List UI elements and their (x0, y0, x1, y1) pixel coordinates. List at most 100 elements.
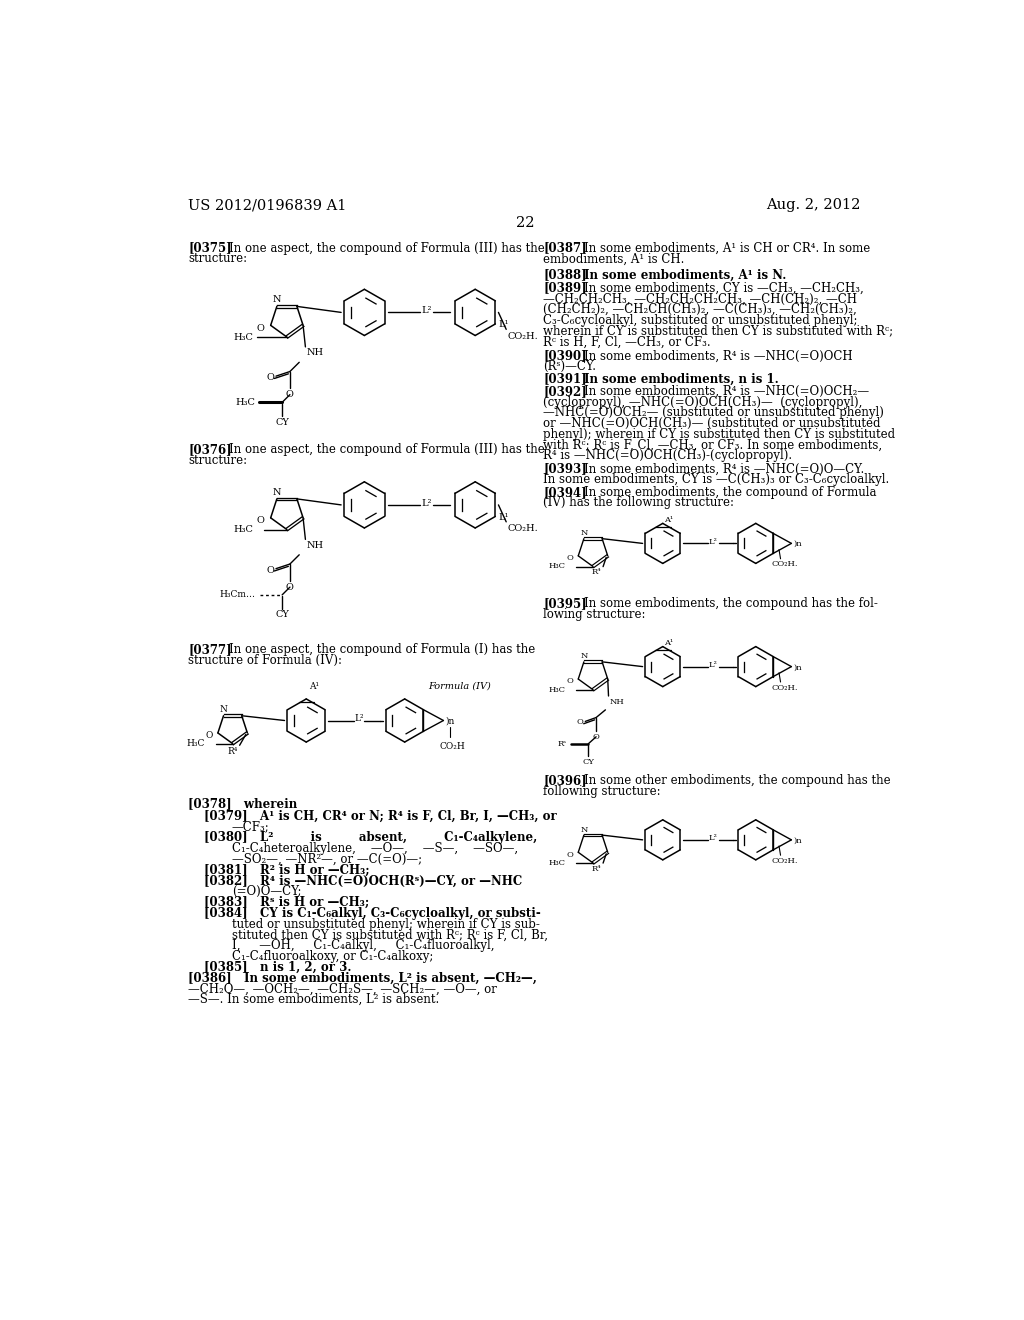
Text: L¹: L¹ (499, 321, 509, 329)
Text: [0376]: [0376] (188, 444, 232, 457)
Text: CO₂H.: CO₂H. (771, 561, 798, 569)
Text: In some embodiments, R⁴ is —NHC(=O)O—CY.: In some embodiments, R⁴ is —NHC(=O)O—CY. (584, 462, 864, 475)
Text: )n: )n (793, 837, 802, 845)
Text: with Rᶜ; Rᶜ is F, Cl, —CH₃, or CF₃. In some embodiments,: with Rᶜ; Rᶜ is F, Cl, —CH₃, or CF₃. In s… (544, 438, 883, 451)
Text: —CH₂O—, —OCH₂—, —CH₂S—, —SCH₂—, —O—, or: —CH₂O—, —OCH₂—, —CH₂S—, —SCH₂—, —O—, or (188, 982, 498, 995)
Text: 22: 22 (515, 216, 535, 230)
Text: [0395]: [0395] (544, 598, 587, 610)
Text: In some embodiments, the compound of Formula: In some embodiments, the compound of For… (584, 486, 877, 499)
Text: N: N (581, 825, 588, 833)
Text: R⁴: R⁴ (592, 568, 601, 576)
Text: L²: L² (709, 537, 718, 546)
Text: N: N (272, 296, 282, 304)
Text: H₃Cm…: H₃Cm… (219, 590, 255, 599)
Text: [0396]: [0396] (544, 775, 587, 788)
Text: —SO₂—, —NR²—, or —C(=O)—;: —SO₂—, —NR²—, or —C(=O)—; (231, 853, 422, 866)
Text: Formula (IV): Formula (IV) (428, 682, 490, 690)
Text: [0388]: [0388] (544, 268, 587, 281)
Text: In some embodiments, CY is —C(CH₃)₃ or C₃-C₆cycloalkyl.: In some embodiments, CY is —C(CH₃)₃ or C… (544, 474, 890, 486)
Text: (Rˢ)—CY.: (Rˢ)—CY. (544, 360, 596, 374)
Text: phenyl); wherein if CY is substituted then CY is substituted: phenyl); wherein if CY is substituted th… (544, 428, 896, 441)
Text: [0386]   In some embodiments, L² is absent, —CH₂—,: [0386] In some embodiments, L² is absent… (188, 972, 538, 985)
Text: O: O (266, 374, 274, 383)
Text: H₃C: H₃C (548, 562, 565, 570)
Text: H₃C: H₃C (233, 333, 254, 342)
Text: R⁴ is —NHC(=O)OCH(CH₃)-(cyclopropyl).: R⁴ is —NHC(=O)OCH(CH₃)-(cyclopropyl). (544, 449, 793, 462)
Text: L²: L² (421, 499, 431, 508)
Text: CO₂H.: CO₂H. (508, 524, 539, 533)
Text: [0385]   n is 1, 2, or 3.: [0385] n is 1, 2, or 3. (204, 961, 351, 974)
Text: [0392]: [0392] (544, 385, 587, 397)
Text: H₃C: H₃C (186, 739, 205, 748)
Text: N: N (219, 705, 227, 714)
Text: wherein if CY is substituted then CY is substituted with Rᶜ;: wherein if CY is substituted then CY is … (544, 325, 894, 338)
Text: In some embodiments, n is 1.: In some embodiments, n is 1. (584, 372, 778, 385)
Text: In some embodiments, CY is —CH₃, —CH₂CH₃,: In some embodiments, CY is —CH₃, —CH₂CH₃… (584, 281, 863, 294)
Text: [0390]: [0390] (544, 350, 587, 363)
Text: O: O (286, 389, 294, 399)
Text: [0381]   R² is H or —CH₃;: [0381] R² is H or —CH₃; (204, 863, 370, 876)
Text: I,     —OH,     C₁-C₄alkyl,     C₁-C₄fluoroalkyl,: I, —OH, C₁-C₄alkyl, C₁-C₄fluoroalkyl, (231, 940, 495, 952)
Text: L²: L² (354, 714, 364, 723)
Text: [0375]: [0375] (188, 242, 232, 255)
Text: or —NHC(=O)OCH(CH₃)— (substituted or unsubstituted: or —NHC(=O)OCH(CH₃)— (substituted or uns… (544, 417, 881, 430)
Text: US 2012/0196839 A1: US 2012/0196839 A1 (188, 198, 347, 213)
Text: —NHC(=O)OCH₂— (substituted or unsubstituted phenyl): —NHC(=O)OCH₂— (substituted or unsubstitu… (544, 407, 885, 420)
Text: In one aspect, the compound of Formula (III) has the: In one aspect, the compound of Formula (… (228, 242, 545, 255)
Text: )n: )n (793, 664, 802, 672)
Text: A¹: A¹ (308, 682, 318, 692)
Text: [0389]: [0389] (544, 281, 587, 294)
Text: In one aspect, the compound of Formula (III) has the: In one aspect, the compound of Formula (… (228, 444, 545, 457)
Text: H₃C: H₃C (236, 397, 255, 407)
Text: )n: )n (793, 540, 802, 548)
Text: CY: CY (275, 610, 289, 619)
Text: lowing structure:: lowing structure: (544, 609, 646, 622)
Text: L²: L² (709, 834, 718, 842)
Text: following structure:: following structure: (544, 785, 662, 799)
Text: [0380]   L²         is         absent,         C₁-C₄alkylene,: [0380] L² is absent, C₁-C₄alkylene, (204, 832, 538, 845)
Text: O: O (266, 566, 274, 574)
Text: C₃-C₆cycloalkyl, substituted or unsubstituted phenyl;: C₃-C₆cycloalkyl, substituted or unsubsti… (544, 314, 858, 327)
Text: R⁴: R⁴ (592, 865, 601, 873)
Text: [0383]   Rˢ is H or —CH₃;: [0383] Rˢ is H or —CH₃; (204, 896, 370, 909)
Text: L²: L² (709, 661, 718, 669)
Text: A¹: A¹ (665, 516, 674, 524)
Text: Rˢ: Rˢ (557, 739, 566, 747)
Text: N: N (581, 529, 588, 537)
Text: O: O (566, 677, 573, 685)
Text: NH: NH (307, 348, 324, 358)
Text: O: O (286, 582, 294, 591)
Text: Aug. 2, 2012: Aug. 2, 2012 (766, 198, 860, 213)
Text: In some other embodiments, the compound has the: In some other embodiments, the compound … (584, 775, 890, 788)
Text: tuted or unsubstituted phenyl; wherein if CY is sub-: tuted or unsubstituted phenyl; wherein i… (231, 917, 540, 931)
Text: CY: CY (583, 758, 594, 766)
Text: CO₂H.: CO₂H. (771, 857, 798, 865)
Text: CY: CY (275, 417, 289, 426)
Text: embodiments, A¹ is CH.: embodiments, A¹ is CH. (544, 252, 685, 265)
Text: Rᶜ is H, F, Cl, —CH₃, or CF₃.: Rᶜ is H, F, Cl, —CH₃, or CF₃. (544, 335, 711, 348)
Text: [0384]   CY is C₁-C₆alkyl, C₃-C₆cycloalkyl, or substi-: [0384] CY is C₁-C₆alkyl, C₃-C₆cycloalkyl… (204, 907, 541, 920)
Text: (cyclopropyl), —NHC(=O)OCH(CH₃)—  (cyclopropyl),: (cyclopropyl), —NHC(=O)OCH(CH₃)— (cyclop… (544, 396, 863, 409)
Text: O: O (566, 554, 573, 562)
Text: R⁴: R⁴ (227, 747, 238, 756)
Text: O: O (257, 323, 264, 333)
Text: O: O (577, 718, 584, 726)
Text: In one aspect, the compound of Formula (I) has the: In one aspect, the compound of Formula (… (228, 644, 535, 656)
Text: CO₂H: CO₂H (439, 742, 465, 751)
Text: A¹: A¹ (665, 639, 674, 647)
Text: L²: L² (421, 306, 431, 315)
Text: C₁-C₄fluoroalkoxy, or C₁-C₄alkoxy;: C₁-C₄fluoroalkoxy, or C₁-C₄alkoxy; (231, 950, 433, 964)
Text: structure of Formula (IV):: structure of Formula (IV): (188, 655, 342, 668)
Text: N: N (581, 652, 588, 660)
Text: In some embodiments, the compound has the fol-: In some embodiments, the compound has th… (584, 598, 878, 610)
Text: O: O (593, 733, 600, 741)
Text: stituted then CY is substituted with Rᶜ; Rᶜ is F, Cl, Br,: stituted then CY is substituted with Rᶜ;… (231, 928, 548, 941)
Text: CO₂H.: CO₂H. (508, 331, 539, 341)
Text: H₃C: H₃C (233, 525, 254, 535)
Text: [0378]   wherein: [0378] wherein (188, 797, 298, 810)
Text: —S—. In some embodiments, L² is absent.: —S—. In some embodiments, L² is absent. (188, 993, 439, 1006)
Text: —CH₂CH₂CH₃, —CH₂CH₂CH₂CH₃, —CH(CH₂)₂, —CH: —CH₂CH₂CH₃, —CH₂CH₂CH₂CH₃, —CH(CH₂)₂, —C… (544, 293, 857, 305)
Text: In some embodiments, R⁴ is —NHC(=O)OCH₂—: In some embodiments, R⁴ is —NHC(=O)OCH₂— (584, 385, 868, 397)
Text: structure:: structure: (188, 252, 248, 265)
Text: [0377]: [0377] (188, 644, 232, 656)
